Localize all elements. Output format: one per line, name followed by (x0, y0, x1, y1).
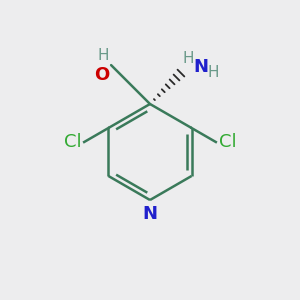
Text: H: H (183, 51, 194, 66)
Text: H: H (98, 48, 109, 63)
Text: H: H (207, 65, 219, 80)
Text: N: N (142, 205, 158, 223)
Text: N: N (194, 58, 208, 76)
Text: O: O (94, 66, 109, 84)
Text: Cl: Cl (219, 133, 236, 151)
Text: Cl: Cl (64, 133, 81, 151)
